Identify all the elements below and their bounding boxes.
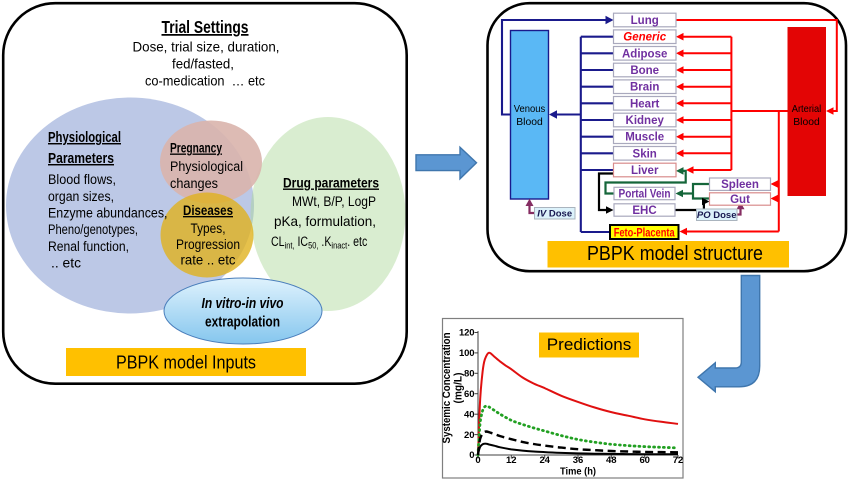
svg-text:120: 120 [459,328,475,339]
svg-text:Systemic Concentration: Systemic Concentration [441,332,453,443]
svg-text:Pheno/genotypes,: Pheno/genotypes, [48,222,138,237]
svg-text:IV Dose: IV Dose [537,209,572,220]
svg-text:Heart: Heart [630,98,660,110]
svg-text:Blood: Blood [793,116,820,128]
svg-text:Feto-Placenta: Feto-Placenta [614,227,675,239]
svg-text:60: 60 [639,455,650,466]
svg-text:Physiological: Physiological [48,130,121,146]
svg-text:MWt, B/P, LogP: MWt, B/P, LogP [292,193,376,209]
svg-text:EHC: EHC [632,205,656,217]
svg-text:Progression: Progression [176,237,240,252]
svg-text:Liver: Liver [631,165,659,177]
svg-text:80: 80 [464,369,475,380]
svg-text:Blood: Blood [516,116,543,128]
svg-text:Blood flows,: Blood flows, [48,172,116,187]
svg-text:40: 40 [464,409,475,420]
svg-text:Arterial: Arterial [792,103,822,115]
svg-text:72: 72 [673,455,684,466]
svg-text:24: 24 [539,455,550,466]
svg-text:Lung: Lung [631,15,659,27]
svg-text:Parameters: Parameters [48,151,114,167]
svg-text:pKa, formulation,: pKa, formulation, [274,213,376,229]
svg-text:co-medication … etc: co-medication … etc [145,73,265,89]
svg-text:Dose, trial size, duration,: Dose, trial size, duration, [133,39,280,55]
svg-text:Venous: Venous [514,103,546,115]
svg-text:Brain: Brain [630,82,659,94]
svg-text:changes: changes [170,176,218,191]
svg-text:Kidney: Kidney [626,115,665,127]
svg-text:(mg/L): (mg/L) [453,372,465,403]
svg-text:Muscle: Muscle [625,132,664,144]
svg-text:.. etc: .. etc [51,256,81,271]
svg-text:organ sizes,: organ sizes, [48,189,114,204]
svg-text:12: 12 [506,455,517,466]
svg-text:Bone: Bone [630,65,659,77]
svg-text:fed/fasted,: fed/fasted, [172,56,234,72]
svg-text:48: 48 [606,455,617,466]
svg-text:Generic: Generic [623,32,666,44]
svg-text:Enzyme abundances,: Enzyme abundances, [48,206,168,221]
svg-text:Portal Vein: Portal Vein [619,189,671,201]
svg-text:Skin: Skin [633,148,657,160]
svg-text:PBPK model structure: PBPK model structure [587,243,763,265]
svg-text:36: 36 [573,455,584,466]
svg-text:Pregnancy: Pregnancy [170,141,222,156]
svg-text:0: 0 [469,450,474,461]
svg-text:Gut: Gut [730,194,750,206]
svg-text:Predictions: Predictions [547,336,632,354]
svg-text:Time (h): Time (h) [560,466,596,478]
svg-text:extrapolation: extrapolation [205,315,280,331]
svg-text:Adipose: Adipose [622,48,667,60]
svg-text:Spleen: Spleen [721,179,759,191]
svg-text:In vitro-in vivo: In vitro-in vivo [202,296,284,312]
svg-text:PBPK model Inputs: PBPK model Inputs [116,352,256,373]
svg-text:Drug parameters: Drug parameters [283,175,379,191]
svg-text:Renal function,: Renal function, [48,239,129,254]
svg-text:Physiological: Physiological [170,159,243,174]
svg-text:PO Dose: PO Dose [697,210,737,221]
svg-text:Types,: Types, [191,221,226,236]
svg-text:60: 60 [464,389,475,400]
svg-text:20: 20 [464,430,475,441]
svg-text:rate .. etc: rate .. etc [181,253,236,268]
svg-text:Trial Settings: Trial Settings [162,17,249,37]
svg-text:0: 0 [475,455,480,466]
svg-text:100: 100 [459,348,475,359]
svg-text:Diseases: Diseases [183,203,233,218]
